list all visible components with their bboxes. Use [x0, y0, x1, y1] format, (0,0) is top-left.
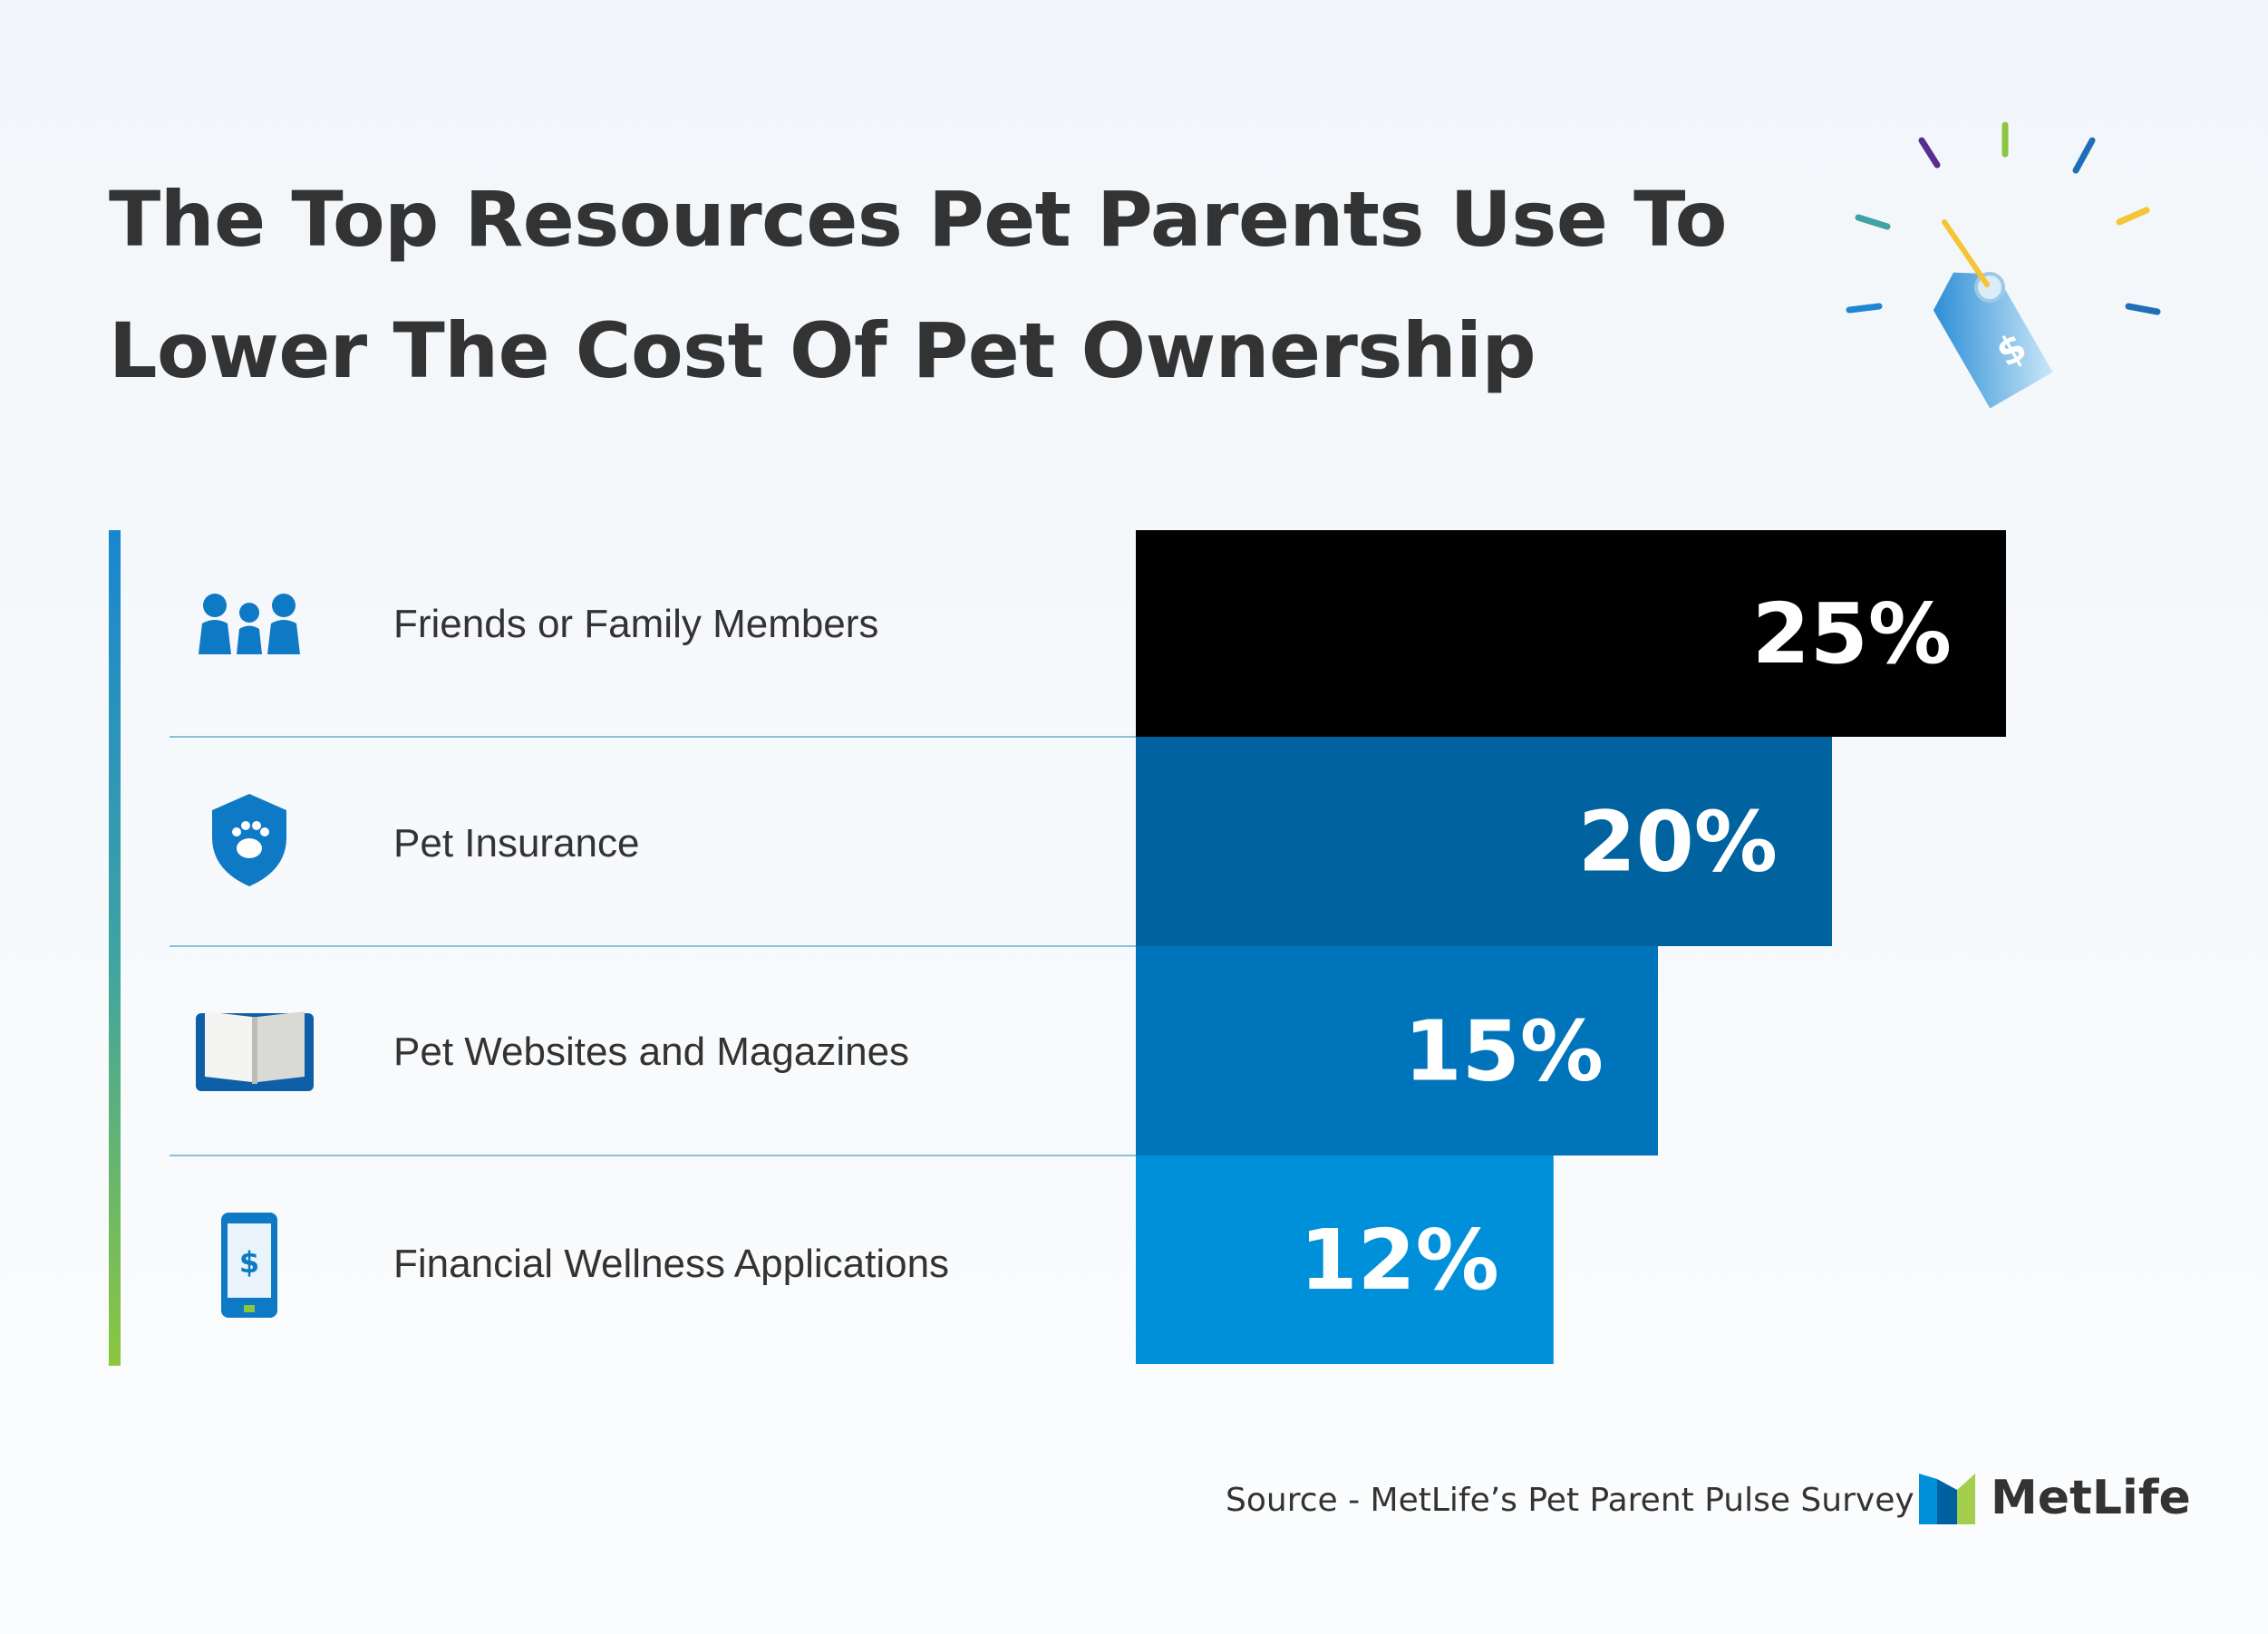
tag-body [1933, 272, 2053, 409]
people-icon [199, 594, 300, 654]
bar-value-label: 12% [1300, 1212, 1499, 1309]
accent-bar [109, 530, 121, 1366]
sparkle-line [1846, 303, 1883, 314]
bar [1136, 530, 2006, 737]
smartphone-dollar-icon: $ [221, 1213, 277, 1318]
category-label: Financial Wellness Applications [393, 1242, 950, 1286]
metlife-wordmark: MetLife [1991, 1471, 2191, 1525]
bar [1136, 946, 1658, 1155]
bar [1136, 737, 1832, 946]
metlife-logo-icon [1919, 1474, 1975, 1524]
sparkle-line [2072, 137, 2096, 174]
bar-value-label: 20% [1578, 794, 1778, 891]
category-label: Pet Websites and Magazines [393, 1030, 910, 1074]
svg-text:$: $ [239, 1245, 259, 1280]
category-label: Pet Insurance [393, 821, 640, 865]
tag-string [1942, 219, 1990, 287]
chart-title-line-2: Lower The Cost Of Pet Ownership [109, 306, 1536, 395]
sparkle-line [1855, 214, 1891, 230]
sparkle-line [1918, 137, 1941, 169]
bar-value-label: 15% [1404, 1003, 1604, 1100]
sparkle-line [2125, 303, 2161, 315]
source-note: Source - MetLife’s Pet Parent Pulse Surv… [1226, 1482, 1914, 1519]
sparkle-line [2116, 207, 2150, 226]
chart-title: The Top Resources Pet Parents Use To Low… [109, 154, 1786, 417]
bar [1136, 1155, 1554, 1364]
open-book-icon [196, 1011, 314, 1091]
category-label: Friends or Family Members [393, 602, 879, 646]
chart-title-line-1: The Top Resources Pet Parents Use To [109, 175, 1727, 264]
price-tag-icon: $ [1846, 121, 2161, 409]
bar-value-label: 25% [1752, 585, 1952, 682]
shield-paw-icon [212, 794, 286, 886]
